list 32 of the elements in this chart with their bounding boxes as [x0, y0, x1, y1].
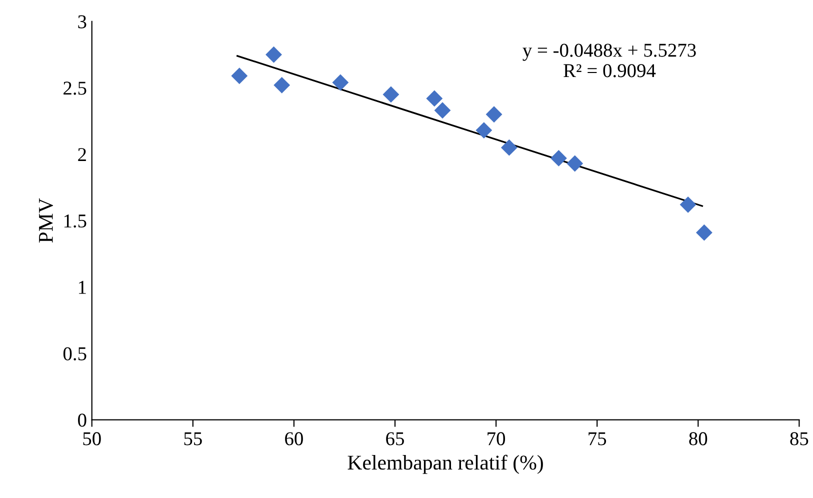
- point: [486, 106, 502, 123]
- x-tick-label: 65: [386, 432, 404, 446]
- x-axis-title: Kelembapan relatif (%): [348, 454, 543, 474]
- y-tick-label: 1: [78, 280, 86, 294]
- y-tick-label: 2: [78, 148, 86, 161]
- point: [266, 46, 282, 63]
- x-tick-label: 70: [488, 432, 506, 446]
- annotation: y = -0.0488x + 5.5273 R² = 0.9094: [522, 44, 696, 78]
- x-tick-label: 80: [689, 432, 708, 446]
- y-tick-label: 2.5: [64, 82, 86, 95]
- point: [550, 150, 567, 166]
- point: [274, 76, 290, 94]
- point: [500, 139, 518, 156]
- point: [382, 86, 400, 103]
- y-tick-label: 0: [78, 414, 86, 427]
- y-axis-title: PMV: [39, 198, 54, 243]
- point: [426, 90, 443, 107]
- y-tick-label: 3: [78, 15, 86, 28]
- point: [434, 102, 451, 119]
- y-tick-label: 0.5: [63, 347, 86, 360]
- x-tick-label: 50: [83, 432, 101, 446]
- x-tick-label: 60: [285, 432, 303, 446]
- y-tick-label: 1.5: [64, 214, 86, 228]
- x-tick-label: 85: [790, 432, 808, 446]
- point: [231, 68, 248, 84]
- point: [566, 155, 584, 172]
- point: [680, 196, 696, 213]
- x-tick-label: 75: [588, 432, 606, 446]
- point: [476, 122, 492, 139]
- x-tick-label: 55: [184, 432, 202, 446]
- point: [332, 74, 349, 91]
- point: [696, 224, 712, 241]
